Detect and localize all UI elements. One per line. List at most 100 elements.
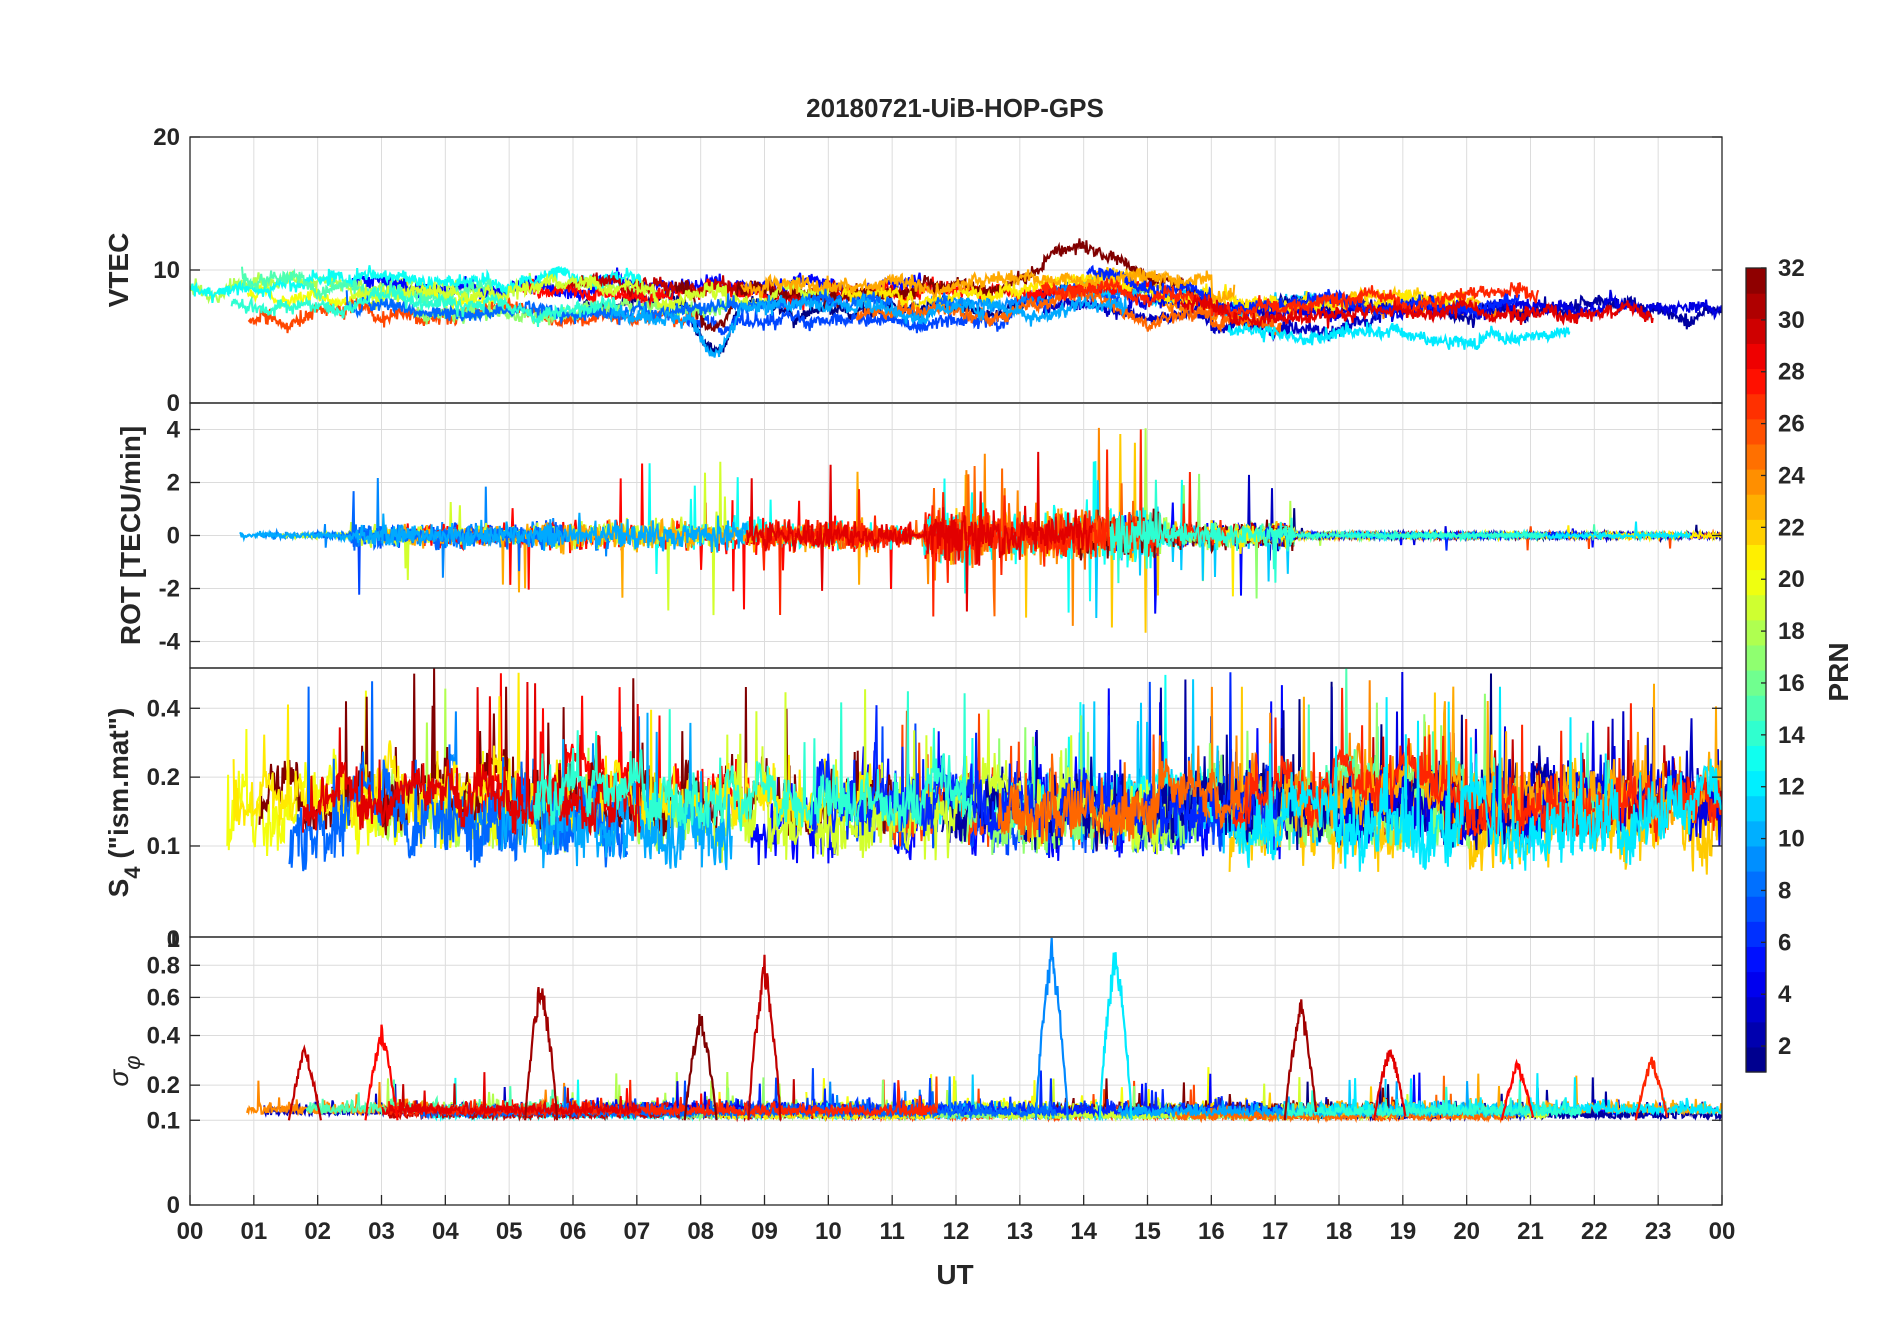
y-tick-label: 0.8 bbox=[147, 952, 180, 979]
colorbar-tick-label: 32 bbox=[1778, 255, 1805, 282]
series-line-prn-23 bbox=[740, 268, 1236, 306]
x-tick-label: 17 bbox=[1262, 1218, 1289, 1245]
colorbar-segment bbox=[1746, 745, 1766, 772]
y-tick-label: 0.2 bbox=[147, 764, 180, 791]
y-tick-label: 2 bbox=[167, 470, 180, 497]
colorbar-segment bbox=[1746, 544, 1766, 571]
y-tick-label: -4 bbox=[159, 629, 181, 656]
series-line-prn-25 bbox=[997, 735, 1251, 846]
colorbar-tick-label: 16 bbox=[1778, 670, 1805, 697]
series-line-prn-20 bbox=[226, 690, 552, 857]
x-tick-label: 23 bbox=[1645, 1218, 1672, 1245]
series-line-prn-12 bbox=[1235, 686, 1722, 872]
panel-4-grid bbox=[190, 937, 1722, 1206]
y-tick-label: 0.1 bbox=[147, 833, 180, 860]
series-line-prn-14 bbox=[1282, 1079, 1582, 1119]
y-tick-label: 0 bbox=[167, 1192, 180, 1219]
colorbar-segment bbox=[1746, 594, 1766, 621]
colorbar-segment bbox=[1746, 770, 1766, 797]
y-axis-label-panel-2: ROT [TECU/min] bbox=[115, 426, 146, 645]
colorbar-segment bbox=[1746, 619, 1766, 646]
series-line-prn-29 bbox=[302, 681, 641, 837]
colorbar-segment bbox=[1746, 418, 1766, 445]
x-tick-label: 06 bbox=[560, 1218, 587, 1245]
x-tick-label: 01 bbox=[240, 1218, 267, 1245]
colorbar-tick-label: 30 bbox=[1778, 307, 1805, 334]
y-tick-label-overlap: 0 bbox=[167, 926, 180, 953]
y-tick-label: 20 bbox=[153, 124, 180, 151]
colorbar-tick-label: 18 bbox=[1778, 618, 1805, 645]
x-tick-label: 13 bbox=[1006, 1218, 1033, 1245]
x-tick-label: 09 bbox=[751, 1218, 778, 1245]
series-line-prn-14 bbox=[533, 691, 973, 832]
peak-line bbox=[747, 954, 782, 1121]
colorbar-segment bbox=[1746, 469, 1766, 495]
panel-4-series bbox=[246, 937, 1722, 1124]
y-label-main: σ bbox=[103, 1069, 134, 1087]
colorbar-segment bbox=[1746, 871, 1766, 897]
peak-line bbox=[683, 1013, 718, 1121]
series-line-prn-10 bbox=[239, 512, 749, 553]
colorbar-segment bbox=[1746, 268, 1766, 294]
colorbar-segment bbox=[1746, 946, 1766, 973]
colorbar-tick-label: 8 bbox=[1778, 877, 1791, 904]
colorbar-segment bbox=[1746, 393, 1766, 420]
x-tick-label: 05 bbox=[496, 1218, 523, 1245]
colorbar-segment bbox=[1746, 569, 1766, 596]
colorbar-tick-label: 14 bbox=[1778, 722, 1805, 749]
x-tick-label: 19 bbox=[1389, 1218, 1416, 1245]
colorbar-segment bbox=[1746, 1021, 1766, 1048]
colorbar-segment bbox=[1746, 845, 1766, 872]
colorbar-tick-label: 28 bbox=[1778, 359, 1805, 386]
panel-1-grid bbox=[190, 136, 1722, 404]
colorbar-segment bbox=[1746, 494, 1766, 520]
colorbar-segment bbox=[1746, 443, 1766, 470]
x-tick-label: 18 bbox=[1326, 1218, 1353, 1245]
y-axis-label-panel-3: S4 ("ism.mat") bbox=[103, 708, 145, 898]
y-tick-label: 0.1 bbox=[147, 1107, 180, 1134]
series-line-prn-10 bbox=[609, 293, 1128, 358]
colorbar-tick-label: 22 bbox=[1778, 514, 1805, 541]
colorbar-segment bbox=[1746, 996, 1766, 1023]
x-tick-label: 21 bbox=[1517, 1218, 1544, 1245]
colorbar-segment bbox=[1746, 519, 1766, 545]
colorbar-tick-label: 12 bbox=[1778, 774, 1805, 801]
x-tick-label: 11 bbox=[879, 1218, 904, 1245]
chart-title: 20180721-UiB-HOP-GPS bbox=[806, 93, 1104, 123]
y-label-subscript: φ bbox=[120, 1055, 145, 1069]
series-line-prn-12 bbox=[1227, 321, 1571, 351]
peak-line bbox=[1634, 1056, 1669, 1121]
y-tick-label: 0.2 bbox=[147, 1072, 180, 1099]
colorbar-segment bbox=[1746, 695, 1766, 721]
y-tick-label: 0 bbox=[167, 523, 180, 550]
x-tick-label: 10 bbox=[815, 1218, 842, 1245]
colorbar-segment bbox=[1746, 368, 1766, 395]
panel-3-series bbox=[226, 668, 1722, 875]
peak-line bbox=[524, 986, 559, 1121]
colorbar-segment bbox=[1746, 318, 1766, 344]
series-line-prn-14 bbox=[230, 283, 618, 327]
x-tick-label: 22 bbox=[1581, 1218, 1608, 1245]
peak-line bbox=[1500, 1058, 1535, 1121]
x-tick-label: 12 bbox=[943, 1218, 970, 1245]
colorbar-tick-label: 4 bbox=[1778, 981, 1792, 1008]
y-tick-label: 0.6 bbox=[147, 984, 180, 1011]
y-tick-label: -2 bbox=[159, 576, 180, 603]
x-tick-label: 20 bbox=[1453, 1218, 1480, 1245]
y-label-subscript: 4 bbox=[120, 866, 145, 879]
panel-1: 0 10 20 VTEC bbox=[103, 124, 1723, 417]
colorbar-frame bbox=[1745, 267, 1767, 1073]
panel-3: 0.10.20.4S4 ("ism.mat") bbox=[103, 667, 1723, 938]
colorbar-tick-label: 26 bbox=[1778, 411, 1805, 438]
y-tick-label: 4 bbox=[167, 417, 181, 444]
series-line-prn-13 bbox=[190, 265, 642, 304]
panel-2-series bbox=[239, 427, 1722, 633]
colorbar-segment bbox=[1746, 670, 1766, 696]
x-tick-label: 00 bbox=[177, 1218, 204, 1245]
series-line-prn-29 bbox=[746, 451, 1094, 612]
colorbar-segment bbox=[1746, 795, 1766, 822]
peak-line bbox=[1098, 952, 1133, 1121]
y-label-main: S bbox=[103, 879, 134, 898]
